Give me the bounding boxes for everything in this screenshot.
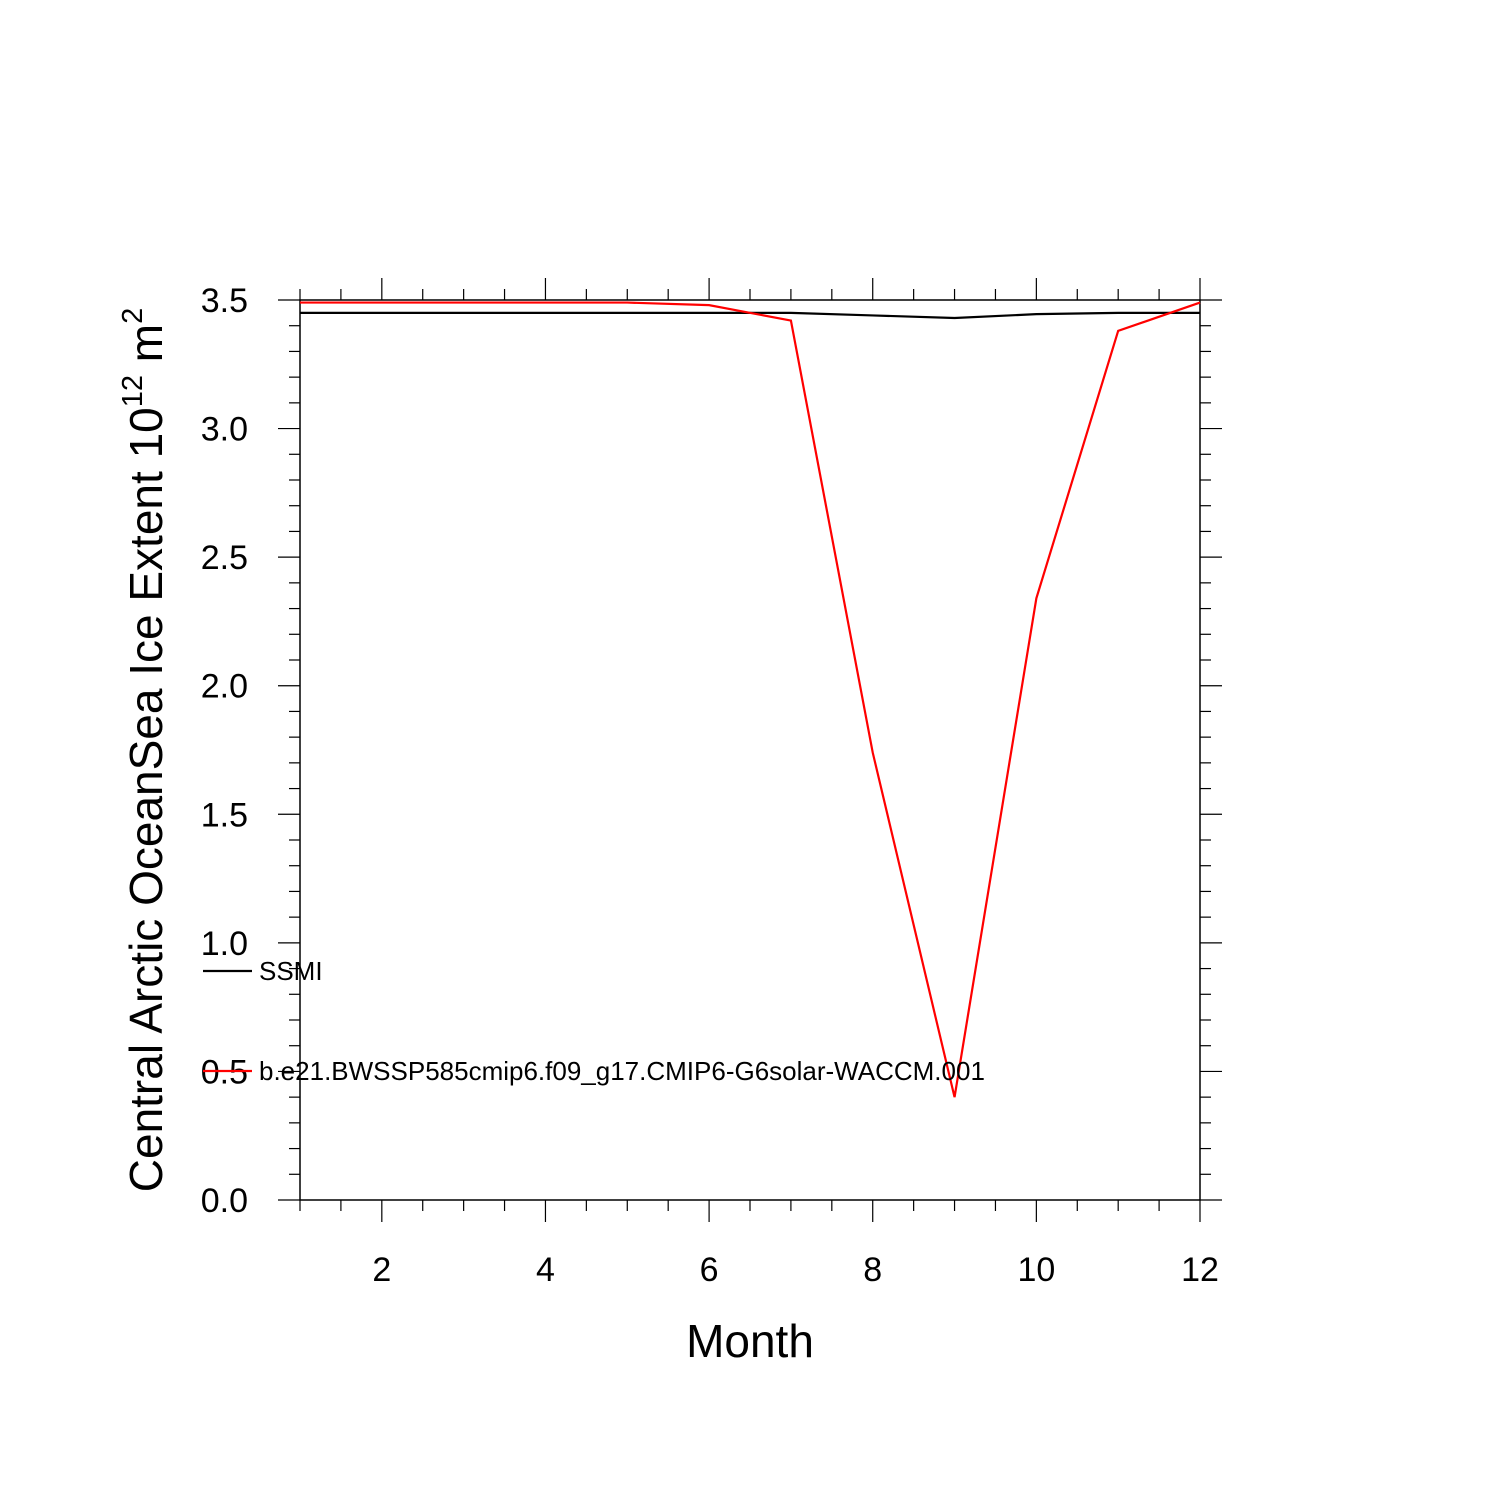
legend-label: SSMI xyxy=(259,956,323,986)
y-tick-label: 0.5 xyxy=(201,1053,248,1091)
y-tick-label: 3.0 xyxy=(201,411,248,449)
y-axis-title-text: Central Arctic OceanSea Ice Extent 10 xyxy=(120,407,172,1192)
y-tick-label: 1.0 xyxy=(201,925,248,963)
y-tick-label: 3.5 xyxy=(201,282,248,320)
x-tick-label: 12 xyxy=(1181,1251,1219,1289)
x-axis-ticks: 2 4 6 8 10 12 xyxy=(299,278,1219,1289)
x-tick-label: 10 xyxy=(1017,1251,1055,1289)
legend: SSMI b.e21.BWSSP585cmip6.f09_g17.CMIP6-G6… xyxy=(203,956,985,1086)
y-tick-label: 2.0 xyxy=(201,668,248,706)
x-tick-label: 2 xyxy=(372,1251,391,1289)
x-axis-title: Month xyxy=(686,1315,814,1367)
y-axis-title-sup-2: 2 xyxy=(117,308,149,324)
x-tick-label: 6 xyxy=(700,1251,719,1289)
legend-label: b.e21.BWSSP585cmip6.f09_g17.CMIP6-G6sola… xyxy=(259,1056,985,1086)
y-tick-label: 2.5 xyxy=(201,539,248,577)
x-tick-label: 4 xyxy=(536,1251,555,1289)
series-layer xyxy=(300,301,1201,1098)
y-axis-ticks: 0.0 0.5 1.0 1.5 2.0 2.5 3.0 3.5 xyxy=(201,282,1222,1220)
y-axis-title-sup-1: 12 xyxy=(117,375,149,407)
y-tick-label: 0.0 xyxy=(201,1182,248,1220)
y-axis-title: Central Arctic OceanSea Ice Extent 1012 … xyxy=(117,308,172,1192)
y-tick-label: 1.5 xyxy=(201,796,248,834)
x-tick-label: 8 xyxy=(863,1251,882,1289)
series-line-2 xyxy=(300,301,1201,1098)
y-axis-title-unit: m xyxy=(120,324,172,375)
